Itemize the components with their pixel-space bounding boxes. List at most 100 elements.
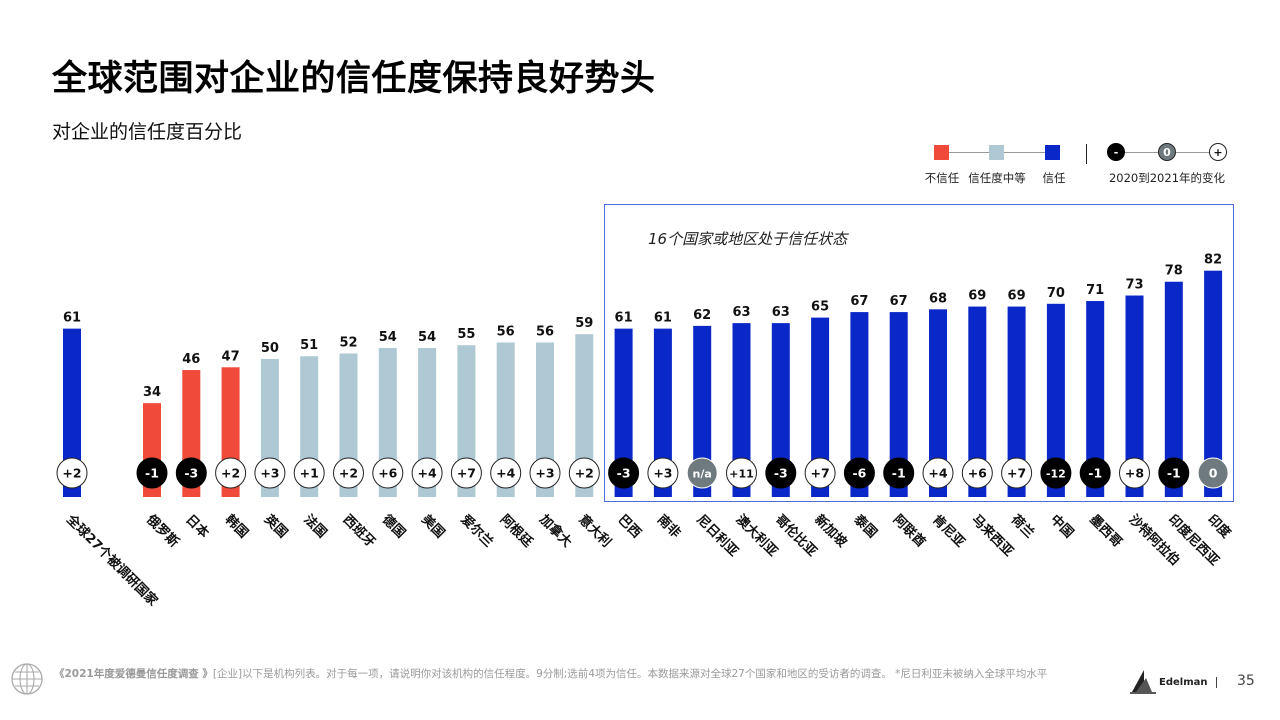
bar-value-label: 69 [1008, 289, 1026, 304]
bar-value-label: 61 [63, 311, 81, 326]
change-circle [647, 457, 679, 489]
category-label: 墨西哥 [1086, 512, 1125, 551]
change-circle [529, 457, 561, 489]
page-number: 35 [1237, 673, 1255, 689]
category-label: 哥伦比亚 [772, 512, 820, 560]
change-circle [608, 457, 640, 489]
change-circle [1001, 457, 1033, 489]
change-value-label: +4 [496, 466, 515, 481]
category-label: 泰国 [850, 511, 880, 541]
category-label: 尼日利亚 [693, 512, 741, 560]
bar-15 [693, 325, 712, 497]
footer-source-text: [企业]以下是机构列表。对于每一项，请说明你对该机构的信任程度。9分制;选前4项… [212, 668, 1048, 680]
change-circle [293, 457, 325, 489]
edelman-logo-icon [1130, 670, 1156, 694]
bar-value-label: 61 [615, 311, 633, 326]
change-circle [215, 457, 247, 489]
category-label: 阿根廷 [497, 512, 537, 552]
category-label: 德国 [379, 512, 409, 542]
bar-16 [732, 323, 751, 497]
bar-12 [575, 334, 594, 497]
trust-group-note: 16个国家或地区处于信任状态 [648, 230, 848, 248]
footer-source: 《2021年度爱德曼信任度调查 》[企业]以下是机构列表。对于每一项，请说明你对… [54, 667, 1084, 682]
change-value-label: -1 [145, 466, 159, 481]
category-label: 马来西亚 [968, 512, 1016, 560]
change-value-label: +3 [653, 466, 672, 481]
change-circle [1197, 457, 1229, 489]
category-label: 巴西 [615, 512, 644, 541]
category-label: 美国 [418, 512, 448, 542]
bar-value-label: 52 [339, 335, 357, 350]
legend-minus-circle: - [1107, 143, 1125, 161]
change-circle [686, 457, 718, 489]
change-circle [922, 457, 954, 489]
bar-18 [811, 317, 830, 497]
category-label: 日本 [182, 512, 212, 542]
change-value-label: +7 [1007, 466, 1026, 481]
legend-separator [1086, 144, 1087, 164]
bar-27 [1164, 281, 1183, 497]
legend-distrust-label: 不信任 [924, 171, 960, 185]
bar-value-label: 55 [457, 327, 475, 342]
bar-value-label: 69 [968, 289, 986, 304]
change-circle [568, 457, 600, 489]
change-circle [254, 457, 286, 489]
change-circle [175, 457, 207, 489]
bar-value-label: 56 [497, 324, 515, 339]
change-circle [883, 457, 915, 489]
category-label: 韩国 [222, 512, 252, 542]
change-value-label: +2 [339, 466, 358, 481]
change-circle [136, 457, 168, 489]
change-circle [411, 457, 443, 489]
footer-source-title: 《2021年度爱德曼信任度调查 》 [54, 668, 213, 680]
bar-value-label: 82 [1204, 253, 1222, 268]
bar-23 [1007, 306, 1026, 497]
change-value-label: -1 [892, 466, 906, 481]
category-label: 澳大利亚 [733, 512, 781, 560]
category-label: 法国 [300, 512, 330, 542]
change-circle [333, 457, 364, 489]
category-label: 意大利 [575, 512, 614, 551]
change-value-label: +3 [260, 466, 279, 481]
change-circle [1079, 457, 1111, 489]
change-value-label: -3 [617, 466, 631, 481]
change-value-label: -6 [852, 466, 866, 481]
page-subtitle: 对企业的信任度百分比 [52, 121, 243, 143]
bar-19 [850, 312, 869, 497]
bar-21 [929, 309, 947, 497]
bar-value-label: 65 [811, 300, 829, 315]
legend-neutral-label: 信任度中等 [968, 171, 1026, 185]
change-value-label: +6 [378, 466, 397, 481]
bar-value-label: 73 [1125, 278, 1143, 293]
bar-value-label: 46 [182, 352, 200, 367]
bar-value-label: 62 [693, 308, 711, 323]
bar-value-label: 54 [418, 330, 436, 345]
change-value-label: +3 [535, 466, 554, 481]
change-value-label: +2 [575, 466, 594, 481]
bar-value-label: 71 [1086, 283, 1104, 298]
bar-13 [614, 328, 633, 497]
change-circle [1158, 457, 1190, 489]
bar-value-label: 61 [654, 311, 672, 326]
change-circle [56, 457, 88, 489]
bar-value-label: 34 [143, 385, 161, 400]
change-circle [843, 457, 875, 489]
category-label: 英国 [260, 511, 290, 541]
change-value-label: +8 [1125, 466, 1144, 481]
legend-change-label: 2020到2021年的变化 [1108, 171, 1226, 185]
category-label: 阿联酋 [890, 512, 929, 551]
bar-14 [653, 328, 672, 497]
bar-26 [1125, 295, 1144, 497]
change-value-label: 0 [1209, 466, 1218, 481]
legend-plus-circle: + [1209, 143, 1227, 161]
change-value-label: +4 [418, 466, 437, 481]
trust-group-box [604, 204, 1234, 502]
category-label: 印度 [1204, 512, 1234, 542]
change-circle [726, 457, 757, 489]
brand-name: Edelman [1159, 677, 1208, 688]
change-value-label: +2 [62, 466, 81, 481]
category-label: 俄罗斯 [142, 511, 182, 551]
change-value-label: +11 [729, 468, 754, 481]
bar-22 [968, 306, 987, 497]
bar-20 [889, 312, 908, 497]
